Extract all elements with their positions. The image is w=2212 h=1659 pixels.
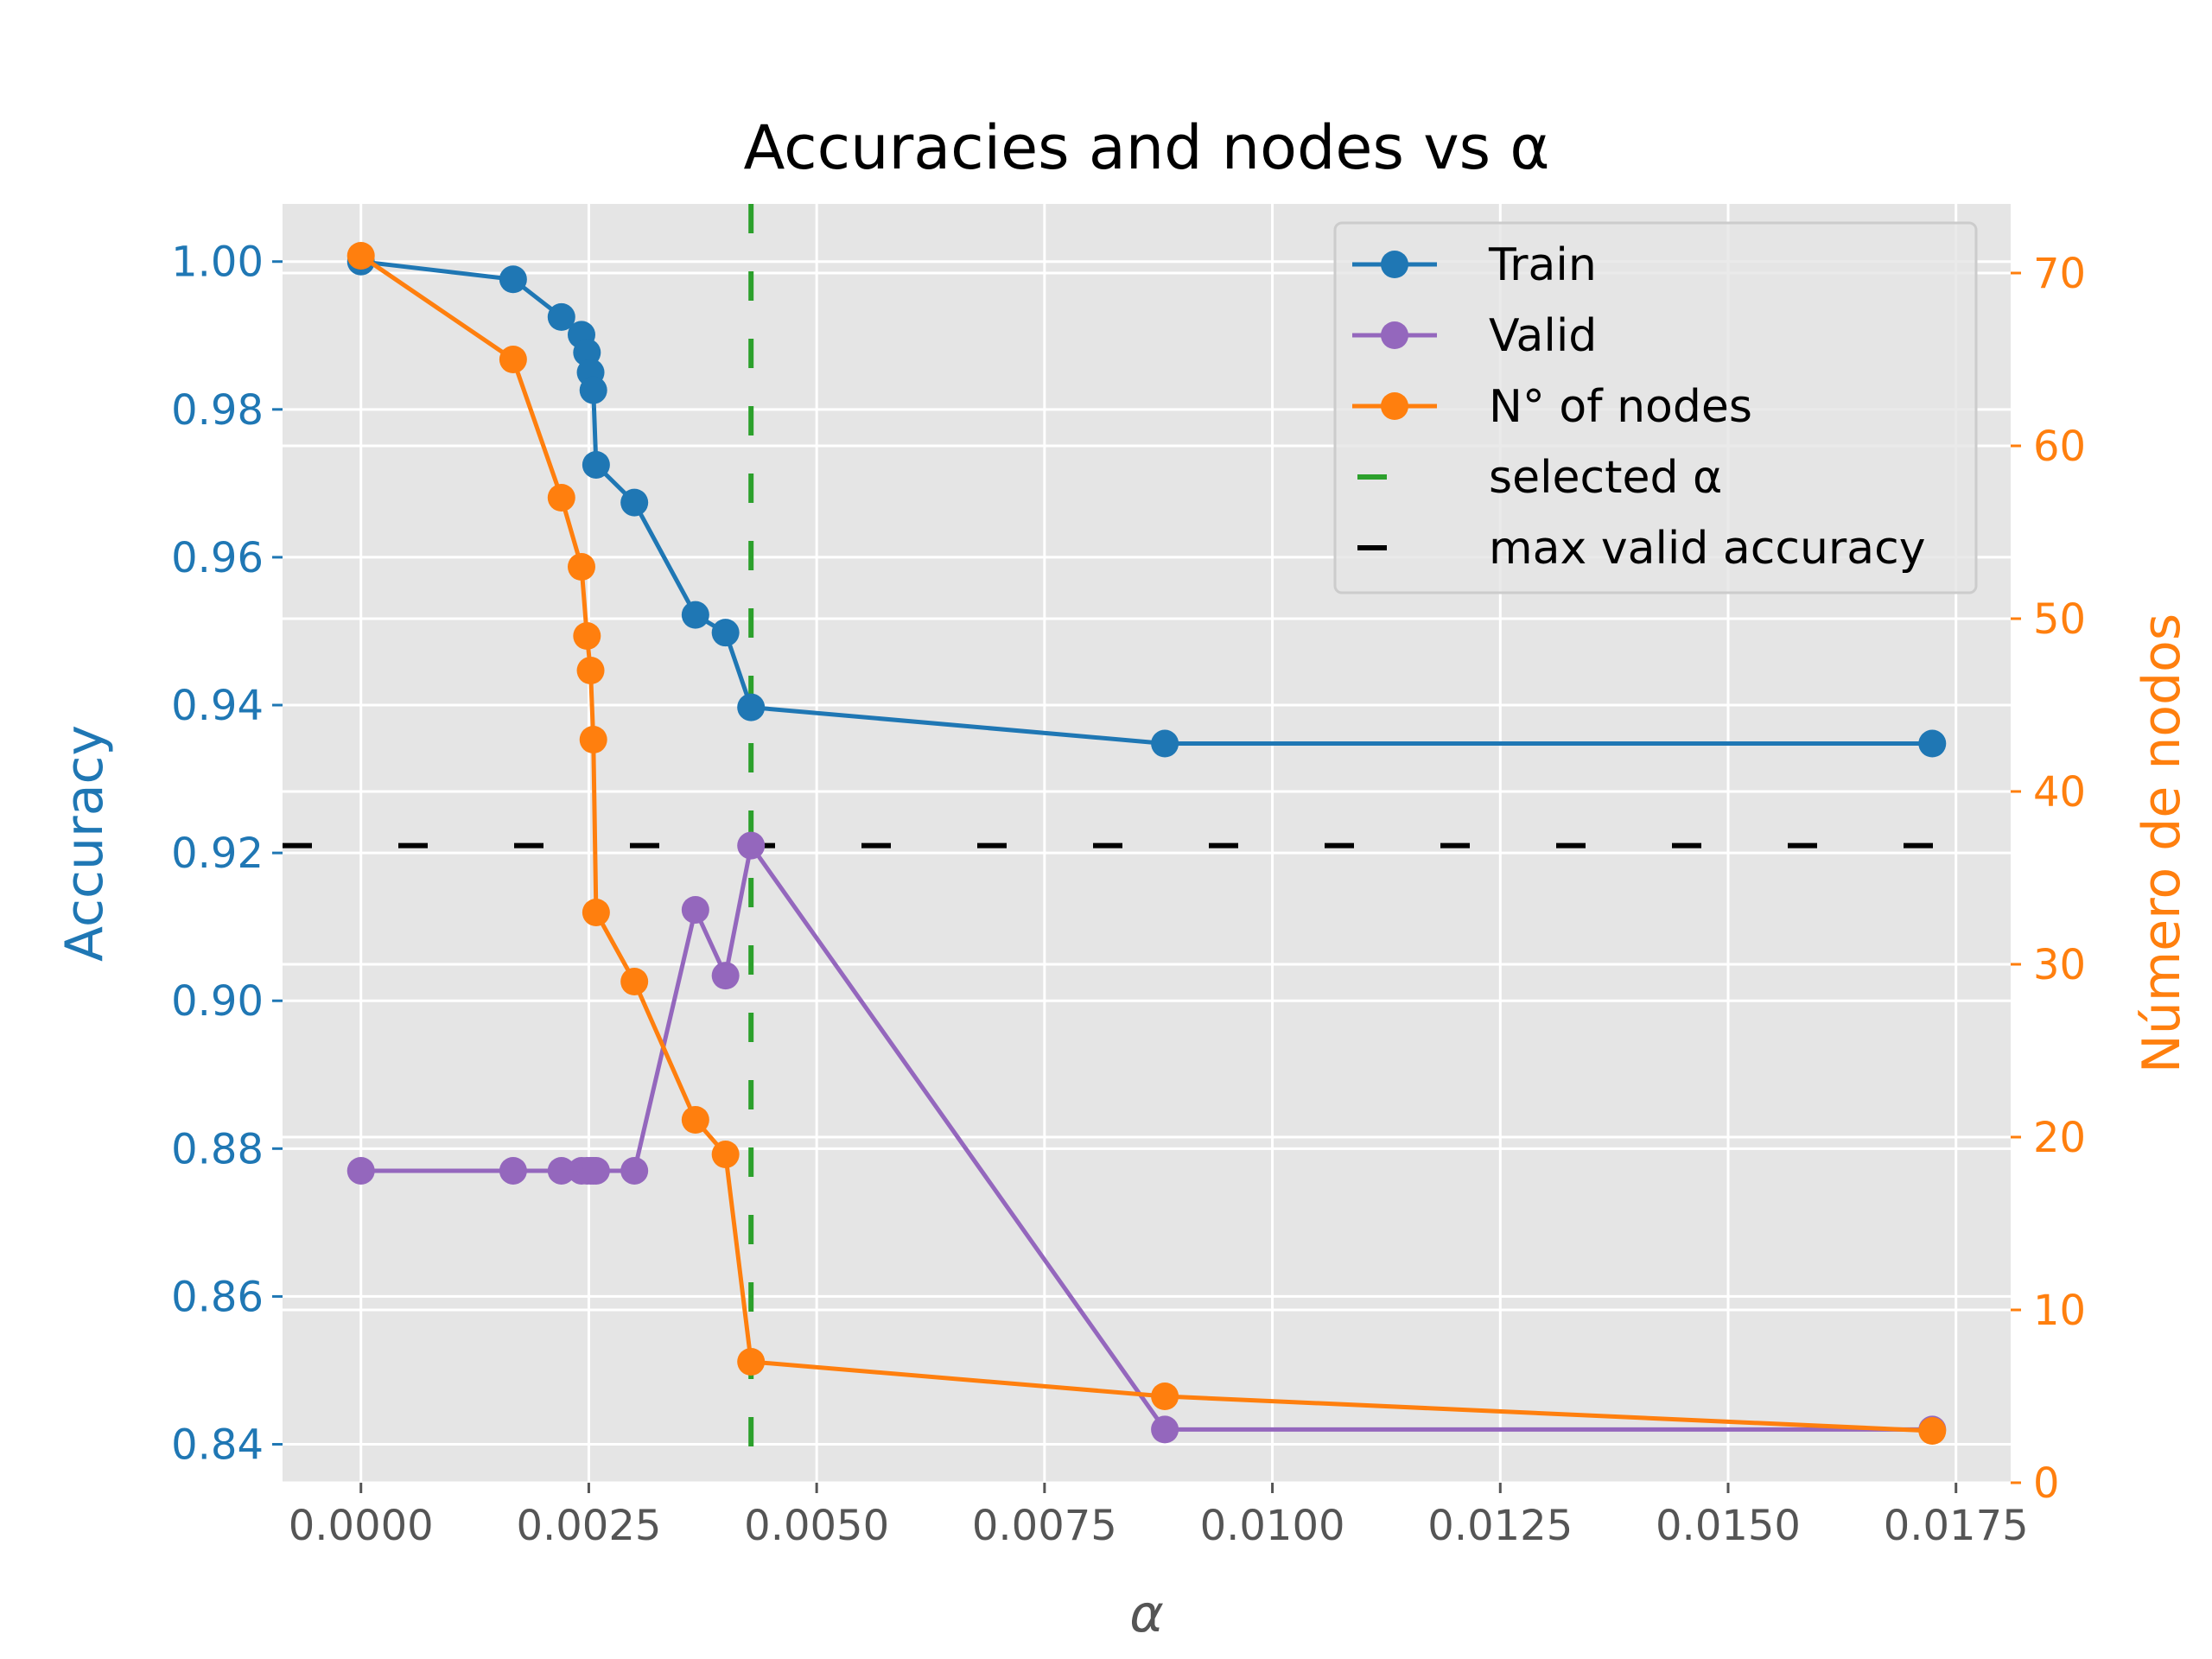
x-tick-label: 0.0150	[1656, 1502, 1801, 1550]
y-right-tick-label: 60	[2033, 423, 2086, 471]
data-point-n-of-nodes	[499, 346, 527, 373]
legend-marker-train	[1381, 251, 1408, 278]
y-right-tick-label: 0	[2033, 1459, 2060, 1508]
x-tick-label: 0.0050	[744, 1502, 889, 1550]
data-point-n-of-nodes	[711, 1141, 740, 1168]
legend-marker-n-of-nodes	[1381, 392, 1408, 420]
data-point-n-of-nodes	[582, 899, 610, 926]
data-point-n-of-nodes	[579, 726, 607, 753]
y-right-tick-label: 30	[2033, 941, 2086, 989]
data-point-train	[579, 376, 607, 404]
x-axis-label: α	[1129, 1584, 1164, 1644]
data-point-n-of-nodes	[737, 1348, 766, 1376]
y-axis-left-label: Accuracy	[54, 725, 115, 962]
reference-lines	[283, 204, 2011, 1483]
data-point-valid	[499, 1156, 527, 1185]
data-point-train	[499, 265, 527, 294]
data-point-n-of-nodes	[1918, 1417, 1947, 1445]
legend-label-max-valid-accuracy: max valid accuracy	[1489, 523, 1926, 575]
grid	[283, 204, 2011, 1484]
y-right-tick-label: 70	[2033, 250, 2086, 298]
y-left-tick-label: 0.90	[171, 977, 264, 1026]
axes: 0.0000 0.0025 0.0050 0.0075 0.0100 0.0125 0.01…	[171, 238, 2086, 1550]
x-tick-label: 0.0125	[1427, 1502, 1573, 1550]
data-point-valid	[346, 1156, 375, 1185]
data-point-n-of-nodes	[547, 484, 575, 512]
data-point-train	[1918, 729, 1947, 758]
x-tick-label: 0.0175	[1884, 1502, 2029, 1550]
y-right-tick-label: 40	[2033, 768, 2086, 817]
data-point-valid	[547, 1156, 575, 1185]
data-point-n-of-nodes	[573, 622, 601, 650]
y-right-tick-label: 10	[2033, 1287, 2086, 1335]
data-point-n-of-nodes	[681, 1106, 709, 1134]
data-point-n-of-nodes	[576, 657, 605, 684]
legend-box	[1333, 221, 1978, 594]
x-tick-label: 0.0025	[516, 1502, 661, 1550]
data-point-valid	[737, 831, 766, 860]
data-point-n-of-nodes	[620, 968, 649, 995]
y-left-tick-label: 0.92	[171, 830, 264, 878]
y-left-tick-label: 0.96	[171, 534, 264, 582]
y-left-tick-label: 0.84	[171, 1421, 264, 1470]
x-tick-label: 0.0075	[972, 1502, 1117, 1550]
legend: Train Valid N° of nodes selected α max valid…	[1333, 221, 1978, 594]
data-point-valid	[1151, 1415, 1179, 1444]
data-point-n-of-nodes	[567, 553, 595, 581]
data-point-n-of-nodes	[1151, 1382, 1179, 1410]
data-point-n-of-nodes	[346, 242, 375, 270]
x-tick-label: 0.0000	[289, 1502, 434, 1550]
legend-label-train: Train	[1488, 239, 1597, 291]
y-left-tick-label: 0.94	[171, 682, 264, 730]
legend-label-selected: selected α	[1489, 452, 1722, 504]
data-point-valid	[681, 895, 709, 924]
data-point-train	[711, 619, 740, 647]
legend-marker-valid	[1381, 321, 1408, 349]
data-point-valid	[620, 1156, 649, 1185]
x-tick-label: 0.0100	[1200, 1502, 1345, 1550]
y-left-tick-label: 1.00	[171, 238, 264, 287]
data-point-train	[737, 693, 766, 721]
y-axis-right-label: Número de nodos	[2132, 613, 2192, 1073]
y-right-tick-label: 20	[2033, 1114, 2086, 1162]
series-layer	[346, 242, 1947, 1445]
data-point-train	[1151, 729, 1179, 758]
y-left-tick-label: 0.86	[171, 1273, 264, 1321]
data-point-train	[620, 488, 649, 517]
data-point-train	[681, 601, 709, 629]
y-right-tick-label: 50	[2033, 595, 2086, 644]
legend-label-valid: Valid	[1489, 310, 1597, 362]
data-point-train	[582, 450, 610, 479]
data-point-valid	[711, 962, 740, 990]
y-left-tick-label: 0.88	[171, 1125, 264, 1173]
data-point-valid	[582, 1156, 610, 1185]
y-left-tick-label: 0.98	[171, 386, 264, 435]
data-point-train	[547, 302, 575, 331]
legend-label-n-of-nodes: N° of nodes	[1489, 381, 1752, 433]
chart-title: Accuracies and nodes vs α	[743, 112, 1549, 183]
